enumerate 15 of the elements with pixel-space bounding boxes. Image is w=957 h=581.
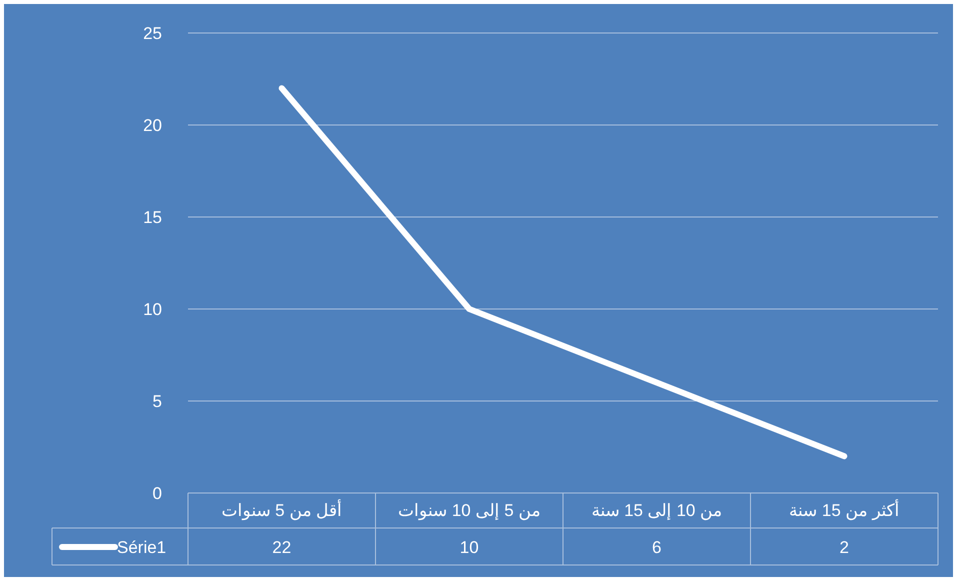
data-label: 6 — [652, 538, 662, 557]
data-label: 2 — [840, 538, 849, 557]
legend-label: Série1 — [117, 538, 166, 557]
y-tick-label: 25 — [143, 24, 162, 43]
x-tick-label: من 10 إلى 15 سنة — [591, 501, 722, 521]
data-label: 22 — [272, 538, 292, 557]
data-label: 10 — [460, 538, 479, 557]
y-tick-label: 20 — [143, 116, 162, 135]
x-tick-label: من 5 إلى 10 سنوات — [398, 501, 540, 521]
y-tick-label: 10 — [143, 300, 162, 319]
y-tick-label: 0 — [152, 484, 162, 503]
y-tick-label: 5 — [152, 392, 162, 411]
x-tick-label: أكثر من 15 سنة — [789, 499, 900, 521]
x-tick-label: أقل من 5 سنوات — [221, 499, 342, 521]
y-tick-label: 15 — [143, 208, 162, 227]
